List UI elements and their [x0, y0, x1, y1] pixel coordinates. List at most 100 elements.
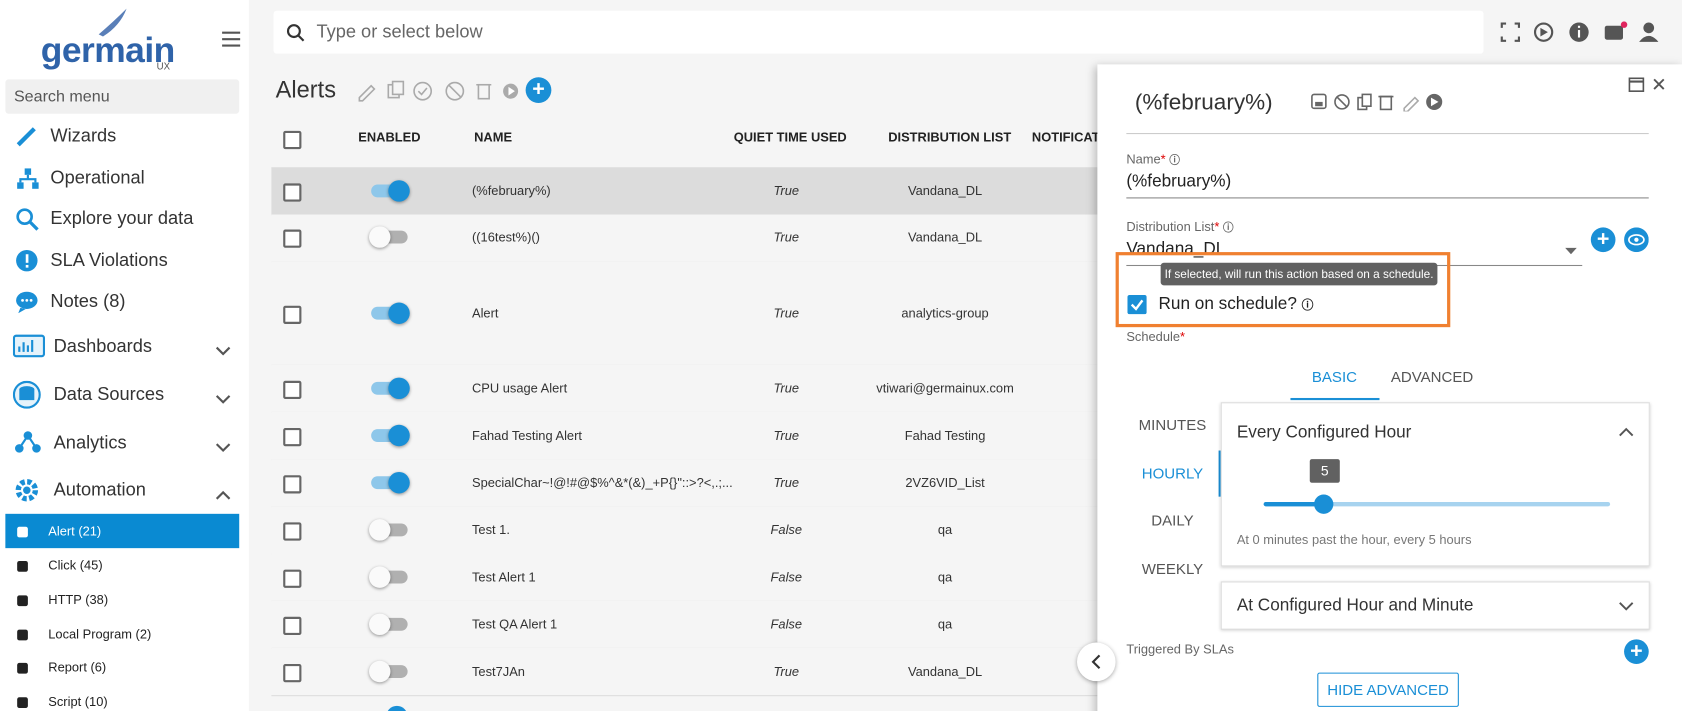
menu-icon	[15, 249, 41, 278]
header-checkbox[interactable]	[283, 130, 302, 150]
cell-name: Test QA Alert 1	[471, 616, 558, 632]
section-title[interactable]: Every Configured Hour	[1236, 423, 1412, 442]
toolbar-icons[interactable]	[356, 79, 528, 103]
panel-window-controls[interactable]	[1628, 77, 1671, 94]
table-row[interactable]	[271, 261, 1130, 366]
tab-basic[interactable]: BASIC	[1311, 367, 1357, 386]
row-checkbox[interactable]	[283, 522, 302, 541]
tab-indicator	[1290, 397, 1380, 401]
collapse-panel-button[interactable]	[1076, 642, 1116, 682]
menu-chevron	[215, 342, 231, 361]
view-dist-button[interactable]	[1624, 227, 1649, 253]
table-row[interactable]	[271, 553, 1130, 602]
menu-search-placeholder: Search menu	[13, 87, 110, 106]
cell-quiet: False	[770, 522, 803, 538]
column-header[interactable]: NOTIFICATI	[1031, 129, 1104, 145]
page-title: Alerts	[275, 76, 337, 103]
global-search[interactable]: Type or select below	[273, 10, 1484, 54]
menu-icon	[15, 290, 41, 319]
toggle-knob	[369, 226, 391, 248]
section-every-hour: Every Configured Hour 5 At 0 minutes pas…	[1220, 402, 1650, 567]
hamburger[interactable]	[222, 31, 241, 47]
dist-label: Distribution List* ⓘ	[1126, 219, 1234, 235]
period-tab[interactable]: DAILY	[1151, 511, 1194, 529]
table-row[interactable]	[271, 167, 1130, 216]
menu-item[interactable]: SLA Violations	[50, 249, 168, 271]
section-hour-minute[interactable]: At Configured Hour and Minute	[1220, 581, 1650, 630]
menu-item[interactable]: Automation	[53, 479, 146, 500]
menu-item[interactable]: Data Sources	[53, 384, 165, 405]
row-checkbox[interactable]	[283, 229, 302, 248]
section-description: At 0 minutes past the hour, every 5 hour…	[1236, 532, 1472, 548]
cell-dist: qa	[937, 569, 953, 585]
submenu-icon	[16, 593, 29, 612]
header-row	[271, 117, 1130, 169]
table-row[interactable]	[271, 647, 1130, 697]
row-checkbox[interactable]	[283, 183, 302, 202]
top-icons[interactable]	[1500, 21, 1661, 45]
slider-fill	[1263, 502, 1325, 507]
logo-sub: UX	[156, 61, 171, 72]
slider-handle[interactable]	[1314, 494, 1334, 514]
menu-item[interactable]: Operational	[50, 167, 145, 188]
row-checkbox[interactable]	[283, 475, 302, 494]
add-alert-button[interactable]: +	[525, 77, 552, 103]
expand-chevron[interactable]	[1619, 602, 1634, 612]
row-checkbox[interactable]	[283, 569, 302, 588]
submenu-item[interactable]: Local Program (2)	[48, 626, 152, 642]
menu-item[interactable]: Wizards	[50, 125, 117, 146]
table-row[interactable]	[271, 364, 1130, 413]
toggle-knob	[388, 377, 410, 400]
row-checkbox[interactable]	[283, 380, 302, 400]
cell-name: Test Alert 1	[471, 569, 536, 585]
schedule-label: Schedule*	[1126, 329, 1185, 344]
checkbox-label-text: Run on schedule?	[1158, 294, 1297, 314]
period-tab[interactable]: WEEKLY	[1141, 559, 1204, 578]
menu-item[interactable]: Dashboards	[53, 335, 152, 357]
column-header[interactable]: QUIET TIME USED	[733, 129, 847, 145]
submenu-item[interactable]: Report (6)	[48, 659, 107, 675]
cell-dist: analytics-group	[901, 305, 989, 321]
column-header[interactable]: NAME	[474, 129, 513, 145]
name-value[interactable]: (%february%)	[1126, 172, 1232, 191]
toggle-knob	[388, 302, 410, 324]
add-sla-button[interactable]: +	[1624, 639, 1649, 665]
menu-item[interactable]: Analytics	[53, 432, 127, 453]
dist-dropdown-arrow[interactable]	[1565, 247, 1577, 255]
period-tab[interactable]: MINUTES	[1138, 416, 1207, 434]
submenu-item[interactable]: Script (10)	[48, 694, 108, 710]
hide-advanced-button[interactable]: HIDE ADVANCED	[1317, 672, 1459, 707]
submenu-icon	[16, 661, 29, 680]
checkbox-label[interactable]: Run on schedule? ⓘ	[1158, 294, 1314, 314]
panel-toolbar[interactable]	[1310, 92, 1445, 112]
add-dist-button[interactable]: +	[1590, 227, 1616, 253]
table-row[interactable]	[271, 411, 1130, 461]
submenu-item[interactable]: HTTP (38)	[48, 592, 109, 608]
period-tab[interactable]: HOURLY	[1141, 464, 1204, 482]
logo-text: germain	[40, 30, 175, 70]
schedule-checkbox[interactable]	[1127, 294, 1147, 315]
tab-advanced[interactable]: ADVANCED	[1390, 367, 1474, 386]
row-checkbox[interactable]	[283, 616, 302, 636]
column-header[interactable]: ENABLED	[358, 129, 421, 145]
slider-track	[1263, 502, 1611, 507]
collapse-chevron[interactable]	[1619, 427, 1634, 437]
submenu-item[interactable]: Alert (21)	[48, 523, 102, 539]
column-header[interactable]: DISTRIBUTION LIST	[888, 129, 1012, 145]
row-checkbox[interactable]	[283, 305, 302, 324]
row-checkbox[interactable]	[283, 428, 302, 447]
triggered-label: Triggered By SLAs	[1126, 641, 1234, 657]
menu-search[interactable]: Search menu	[5, 79, 240, 114]
menu-item[interactable]: Explore your data	[50, 208, 194, 229]
name-label: Name* ⓘ	[1126, 151, 1181, 167]
alerts-table: ENABLED NAME QUIET TIME USED DISTRIBUTION L…	[271, 117, 1130, 711]
row-checkbox[interactable]	[283, 664, 302, 683]
submenu-active-bg	[5, 513, 240, 549]
table-row[interactable]	[271, 506, 1130, 555]
menu-item[interactable]: Notes (8)	[50, 290, 126, 312]
menu-icon	[12, 333, 46, 366]
cell-dist: Fahad Testing	[904, 428, 986, 444]
submenu-item[interactable]: Click (45)	[48, 557, 103, 573]
